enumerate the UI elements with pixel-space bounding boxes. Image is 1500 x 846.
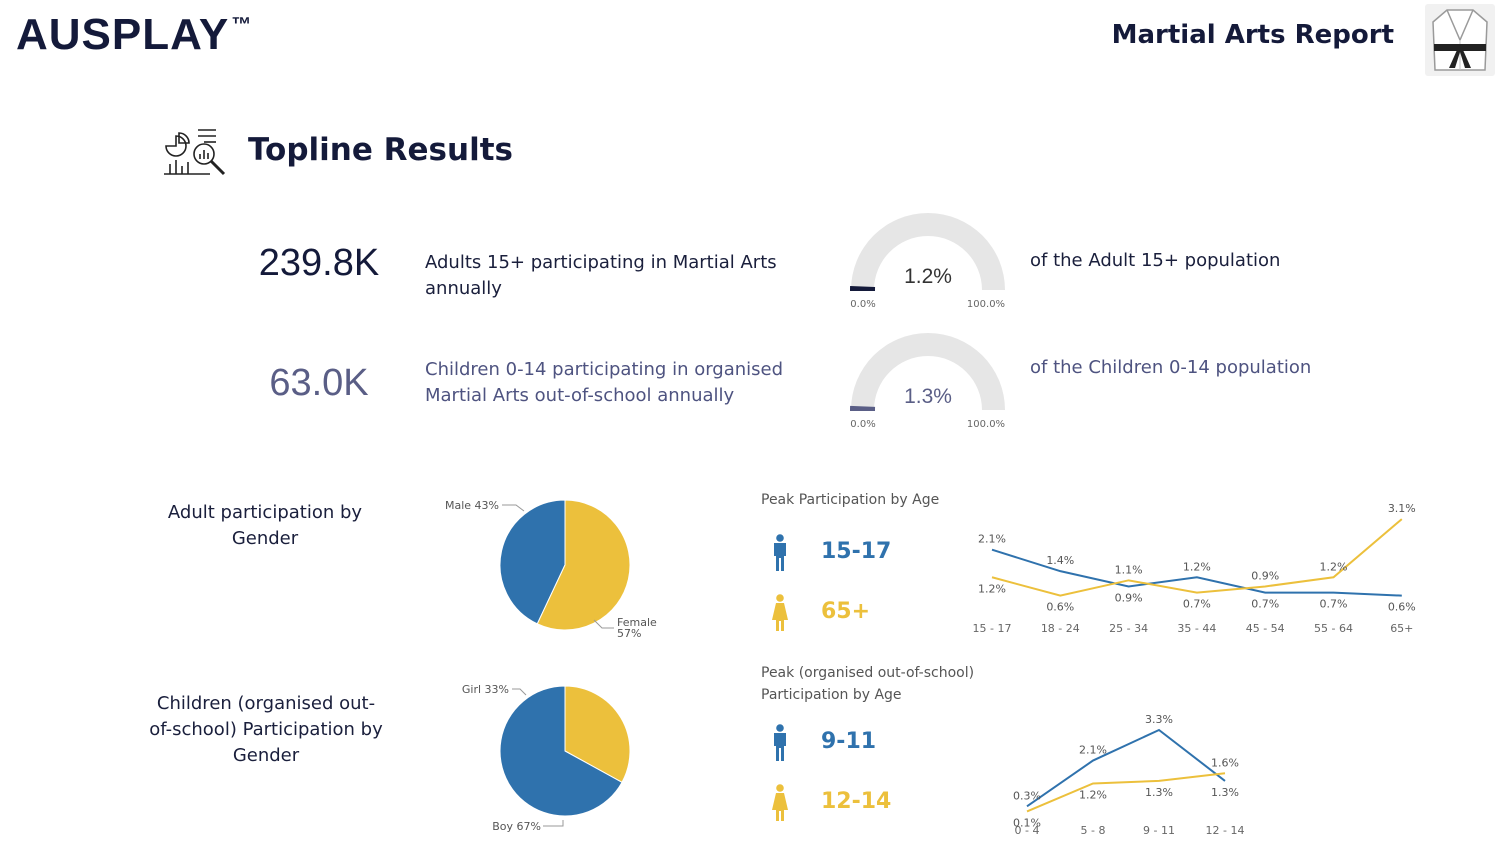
adult-gender-pie: Male 43% Female 57%: [445, 499, 657, 640]
child-female-peak-age: 12-14: [821, 789, 892, 814]
gauge-min-label: 0.0%: [850, 299, 875, 310]
child-gender-label: Children (organised out-of-school) Parti…: [149, 693, 383, 766]
child-population-gauge: 1.3% 0.0% 100.0%: [849, 333, 1005, 430]
boy-leader-line: [543, 820, 564, 827]
female-data-label: 1.6%: [1211, 756, 1239, 769]
female-person-icon: [772, 784, 788, 821]
child-gender-pie: Girl 33% Boy 67%: [462, 683, 631, 833]
gauge-fill: [849, 405, 876, 411]
x-tick-label: 5 - 8: [1081, 824, 1106, 837]
female-data-label: 0.1%: [1013, 816, 1041, 829]
male-data-label: 0.3%: [1013, 789, 1041, 802]
female-series-line: [1026, 772, 1226, 813]
x-tick-label: 18 - 24: [1041, 622, 1080, 635]
adult-age-line-chart: 15 - 17 18 - 24 25 - 34 35 - 44 45 - 54 55 - …: [973, 502, 1416, 635]
gauge-track: [851, 213, 1005, 290]
pie-slice-girl: [564, 685, 631, 783]
adult-population-gauge: 1.2% 0.0% 100.0%: [849, 213, 1005, 310]
x-tick-label: 35 - 44: [1177, 622, 1216, 635]
gauge-min-label: 0.0%: [850, 419, 875, 430]
gauge-max-label: 100.0%: [967, 299, 1005, 310]
pie-slice-male: [499, 499, 566, 625]
x-tick-label: 0 - 4: [1015, 824, 1040, 837]
adult-peak-title: Peak Participation by Age: [761, 492, 940, 508]
male-data-label: 3.3%: [1145, 713, 1173, 726]
male-series-line: [991, 548, 1402, 597]
girl-slice-label: Girl 33%: [462, 683, 509, 696]
female-series-line: [991, 518, 1403, 597]
child-peak-title: Peak (organised out-of-school) Participa…: [761, 665, 975, 703]
female-data-label: 1.2%: [978, 582, 1006, 595]
female-leader-line: [593, 619, 614, 629]
male-data-label: 0.9%: [1115, 591, 1143, 604]
report-title: Martial Arts Report: [1111, 20, 1394, 50]
child-male-peak-age: 9-11: [821, 729, 877, 754]
x-tick-label: 55 - 64: [1314, 622, 1353, 635]
male-data-label: 1.3%: [1211, 786, 1239, 799]
female-data-label: 0.9%: [1251, 569, 1279, 582]
child-population-text: of the Children 0-14 population: [1030, 357, 1312, 378]
child-participants-description: Children 0-14 participating in organised…: [425, 359, 784, 406]
female-data-label: 0.7%: [1183, 598, 1211, 611]
pie-slice-female: [536, 499, 631, 631]
adult-male-peak-age: 15-17: [821, 539, 892, 564]
male-data-label: 1.2%: [1183, 560, 1211, 573]
girl-leader-line: [512, 688, 527, 696]
male-data-label: 0.7%: [1320, 598, 1348, 611]
adult-participants-description: Adults 15+ participating in Martial Arts…: [425, 252, 777, 299]
pie-slice-boy: [499, 685, 623, 817]
gauge-fill: [849, 286, 876, 291]
child-age-line-chart: 0 - 4 5 - 8 9 - 11 12 - 14 0.3% 2.1% 3.3% 1.3% 0…: [1013, 713, 1245, 837]
female-data-label: 1.1%: [1115, 563, 1143, 576]
male-data-label: 0.6%: [1388, 601, 1416, 614]
male-data-label: 1.4%: [1046, 554, 1074, 567]
female-data-label: 1.3%: [1145, 786, 1173, 799]
male-data-label: 2.1%: [978, 533, 1006, 546]
male-data-label: 2.1%: [1079, 744, 1107, 757]
female-person-icon: [772, 594, 788, 631]
topline-title: Topline Results: [248, 132, 513, 168]
male-data-label: 0.7%: [1251, 598, 1279, 611]
gauge-track: [851, 333, 1005, 410]
adult-participants-value: 239.8K: [258, 242, 380, 284]
female-slice-label: Female: [617, 616, 657, 629]
male-person-icon: [774, 724, 786, 761]
female-data-label: 3.1%: [1388, 502, 1416, 515]
martial-arts-gi-icon: [1425, 4, 1495, 76]
female-data-label: 1.2%: [1079, 788, 1107, 801]
male-slice-label: Male 43%: [445, 499, 499, 512]
adult-gender-label: Adult participation by Gender: [167, 502, 363, 549]
x-tick-label: 15 - 17: [973, 622, 1012, 635]
ausplay-logo: AUSPLAY ™: [16, 10, 253, 59]
boy-slice-label: Boy 67%: [492, 820, 541, 833]
male-series-line: [1026, 728, 1226, 808]
child-participants-value: 63.0K: [269, 362, 369, 404]
female-data-label: 0.6%: [1046, 601, 1074, 614]
x-tick-label: 25 - 34: [1109, 622, 1148, 635]
adult-female-peak-age: 65+: [821, 599, 871, 624]
adult-population-text: of the Adult 15+ population: [1030, 250, 1281, 271]
x-tick-label: 65+: [1390, 622, 1413, 635]
x-tick-label: 45 - 54: [1246, 622, 1285, 635]
gauge-value-label: 1.3%: [904, 385, 952, 408]
female-slice-pct: 57%: [617, 627, 641, 640]
analytics-icon: [164, 129, 226, 176]
x-tick-label: 9 - 11: [1143, 824, 1175, 837]
male-person-icon: [774, 534, 786, 571]
x-tick-label: 12 - 14: [1206, 824, 1245, 837]
gauge-max-label: 100.0%: [967, 419, 1005, 430]
female-data-label: 1.2%: [1320, 560, 1348, 573]
male-leader-line: [502, 504, 525, 512]
gauge-value-label: 1.2%: [904, 265, 952, 288]
